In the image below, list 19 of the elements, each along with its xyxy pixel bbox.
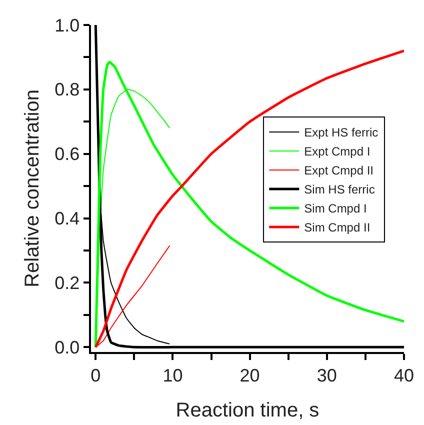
x-axis-title: Reaction time, s <box>176 399 320 422</box>
legend-label: Sim Cmpd II <box>304 220 370 235</box>
y-tick-label: 0.0 <box>54 337 80 358</box>
legend-label: Sim HS ferric <box>304 182 375 197</box>
y-axis-title: Relative concentration <box>22 90 44 288</box>
x-tick-label: 30 <box>316 365 337 386</box>
x-tick-label: 0 <box>90 365 101 386</box>
y-tick-label: 1.0 <box>54 15 80 36</box>
y-tick-label: 0.8 <box>54 80 80 100</box>
x-tick-label: 40 <box>394 365 414 386</box>
legend-label: Expt Cmpd II <box>304 164 374 178</box>
legend-label: Expt Cmpd I <box>304 144 370 159</box>
x-tick-label: 10 <box>162 365 183 386</box>
y-tick-label: 0.4 <box>54 208 80 229</box>
legend-label: Expt HS ferric <box>304 126 378 140</box>
y-tick-label: 0.2 <box>54 273 80 294</box>
legend-label: Sim Cmpd I <box>304 202 367 216</box>
x-tick-label: 20 <box>240 365 260 386</box>
y-tick-label: 0.6 <box>54 144 80 164</box>
